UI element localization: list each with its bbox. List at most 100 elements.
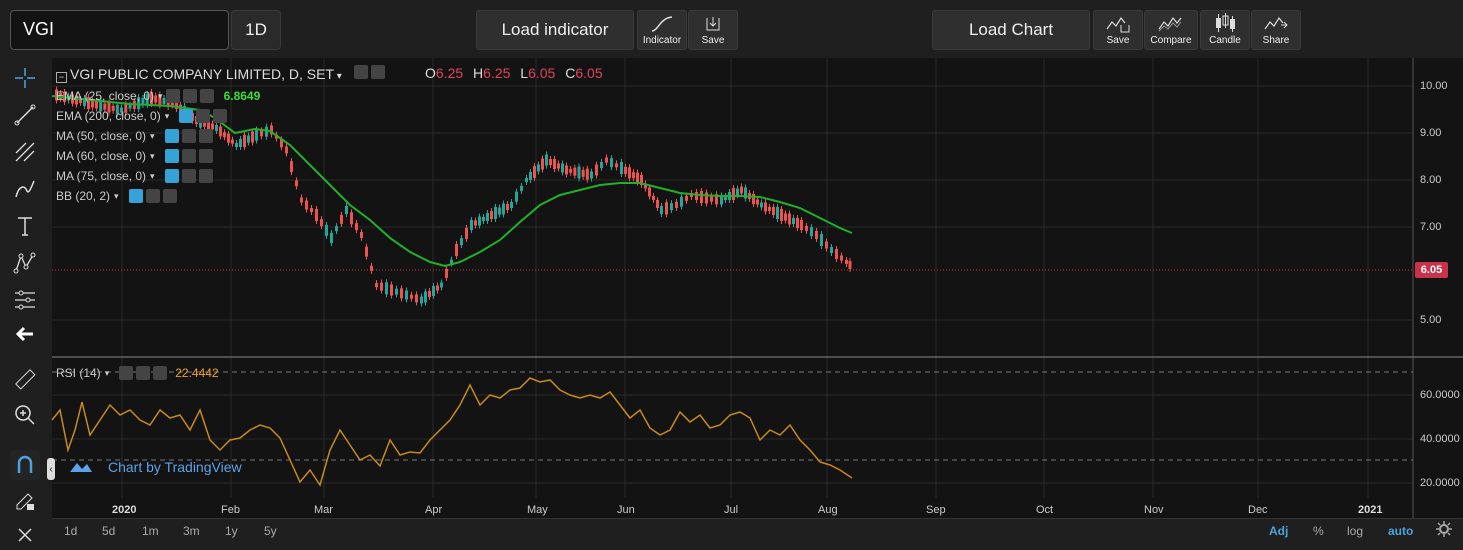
- timeframe-button[interactable]: 1D: [231, 10, 281, 50]
- drawing-toolbar: [0, 58, 50, 550]
- indicator-bb[interactable]: BB (20, 2) ▾: [56, 189, 177, 203]
- gear-icon[interactable]: [181, 129, 196, 143]
- candle-body: [315, 209, 318, 221]
- toolbar-collapse-handle[interactable]: ‹: [47, 458, 55, 480]
- share-icon: [1264, 16, 1288, 30]
- pattern-icon: [13, 252, 36, 274]
- range-3m[interactable]: 3m: [183, 524, 200, 538]
- candle-body: [420, 296, 423, 304]
- candle-body: [400, 288, 403, 299]
- eye-icon[interactable]: [119, 366, 134, 380]
- candle-body: [83, 98, 86, 106]
- load-chart-button[interactable]: Load Chart: [932, 10, 1090, 50]
- candle-body: [360, 232, 363, 238]
- candle-body: [295, 180, 298, 187]
- indicator-ma75[interactable]: MA (75, close, 0) ▾: [56, 169, 213, 183]
- candle-body: [744, 187, 747, 199]
- close-icon[interactable]: [198, 129, 213, 143]
- share-button[interactable]: Share: [1251, 10, 1301, 50]
- gear-icon[interactable]: [181, 169, 196, 183]
- auto-toggle[interactable]: auto: [1388, 524, 1414, 538]
- compare-button[interactable]: Compare: [1144, 10, 1198, 50]
- candle-body: [215, 125, 218, 131]
- candle-body: [585, 168, 589, 180]
- remove-tool[interactable]: [10, 520, 40, 550]
- magnet-tool[interactable]: [10, 450, 40, 480]
- compare-icon: [1158, 16, 1182, 32]
- crosshair-tool[interactable]: [10, 63, 40, 93]
- close-icon[interactable]: [153, 366, 168, 380]
- gear-icon[interactable]: [181, 149, 196, 163]
- indicator-save-button[interactable]: Save: [688, 10, 738, 50]
- adj-toggle[interactable]: Adj: [1269, 524, 1289, 538]
- gear-icon[interactable]: [136, 366, 151, 380]
- ruler-icon: [15, 369, 36, 390]
- chart-pane[interactable]: [52, 58, 1463, 518]
- legend-collapse-icon[interactable]: −: [56, 72, 67, 83]
- back-tool[interactable]: [10, 319, 40, 349]
- indicator-ma60[interactable]: MA (60, close, 0) ▾: [56, 149, 213, 163]
- legend-settings-icon[interactable]: [353, 65, 368, 79]
- eye-icon[interactable]: [164, 169, 179, 183]
- pitchfork-tool[interactable]: [10, 137, 40, 167]
- range-1y[interactable]: 1y: [225, 524, 238, 538]
- range-5d[interactable]: 5d: [102, 524, 116, 538]
- candle-body: [405, 290, 408, 300]
- indicator-label: EMA (200, close, 0): [56, 109, 161, 123]
- load-indicator-button[interactable]: Load indicator: [476, 10, 634, 50]
- indicator-button[interactable]: Indicator: [637, 10, 687, 50]
- indicator-ema25[interactable]: EMA (25, close, 0) ▾ 6.8649: [56, 89, 261, 103]
- time-tick: 2020: [112, 504, 137, 516]
- range-5y[interactable]: 5y: [264, 524, 277, 538]
- candle-body: [158, 94, 162, 106]
- measure-tool[interactable]: [10, 364, 40, 394]
- indicator-rsi[interactable]: RSI (14) ▾ 22.4442: [56, 366, 219, 380]
- log-toggle[interactable]: log: [1347, 524, 1364, 538]
- lock-tool[interactable]: [10, 486, 40, 516]
- brush-tool[interactable]: [10, 174, 40, 204]
- candle-body: [845, 260, 848, 264]
- symbol-description: VGI PUBLIC COMPANY LIMITED, D, SET: [70, 66, 334, 82]
- close-icon[interactable]: [213, 109, 228, 123]
- eye-icon[interactable]: [165, 89, 180, 103]
- candle-body: [207, 119, 210, 131]
- eye-icon[interactable]: [128, 189, 143, 203]
- range-1m[interactable]: 1m: [142, 524, 159, 538]
- candle-body: [103, 103, 107, 110]
- close-icon[interactable]: [162, 189, 177, 203]
- legend-hide-icon[interactable]: [370, 65, 385, 79]
- eye-icon[interactable]: [164, 129, 179, 143]
- zoom-tool[interactable]: [10, 400, 40, 430]
- gear-icon[interactable]: [182, 89, 197, 103]
- candle-body: [270, 125, 273, 135]
- candle-body: [255, 129, 258, 141]
- settings-button[interactable]: [1436, 521, 1452, 540]
- candle-body: [675, 202, 678, 208]
- range-1d[interactable]: 1d: [64, 524, 78, 538]
- eye-icon[interactable]: [179, 109, 194, 123]
- candle-body: [415, 294, 418, 303]
- fib-tool[interactable]: [10, 285, 40, 315]
- candle-button[interactable]: Candle: [1200, 10, 1250, 50]
- gear-icon[interactable]: [145, 189, 160, 203]
- candle-body: [628, 167, 631, 179]
- tradingview-watermark[interactable]: Chart by TradingView: [68, 458, 242, 476]
- chart-save-button[interactable]: Save: [1093, 10, 1143, 50]
- close-icon[interactable]: [198, 169, 213, 183]
- indicator-ma50[interactable]: MA (50, close, 0) ▾: [56, 129, 213, 143]
- legend-dropdown-icon[interactable]: ▾: [333, 71, 342, 82]
- gear-icon[interactable]: [196, 109, 211, 123]
- indicator-ema200[interactable]: EMA (200, close, 0) ▾: [56, 109, 228, 123]
- symbol-input[interactable]: VGI: [10, 10, 229, 50]
- eye-icon[interactable]: [164, 149, 179, 163]
- price-tick: 10.00: [1420, 80, 1448, 92]
- trend-line-tool[interactable]: [10, 100, 40, 130]
- percent-toggle[interactable]: %: [1313, 524, 1324, 538]
- time-tick: Dec: [1248, 504, 1268, 516]
- pattern-tool[interactable]: [10, 248, 40, 278]
- text-tool[interactable]: [10, 211, 40, 241]
- close-icon[interactable]: [198, 149, 213, 163]
- close-icon[interactable]: [199, 89, 214, 103]
- candle-body: [243, 135, 246, 147]
